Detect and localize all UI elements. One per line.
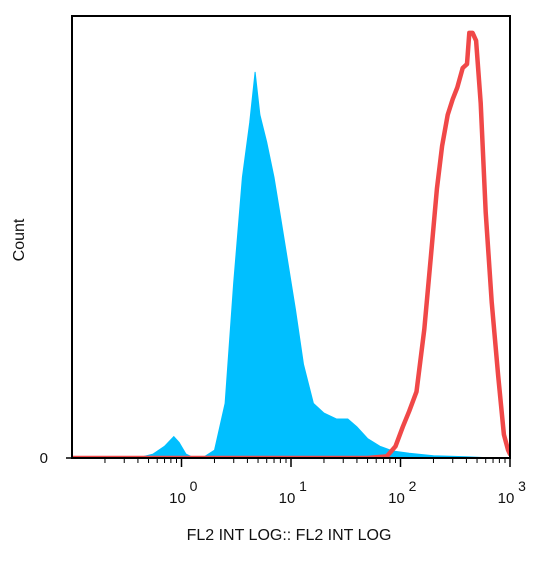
- x-tick-label-3: 10: [498, 490, 515, 507]
- x-tick-label-2: 10: [388, 490, 405, 507]
- series-0-area: [72, 71, 510, 458]
- x-tick-exponent-0: 0: [190, 478, 198, 494]
- x-axis-label: FL2 INT LOG:: FL2 INT LOG: [187, 527, 392, 544]
- y-axis-label: Count: [11, 218, 28, 261]
- series-1-line: [72, 30, 510, 458]
- x-tick-label-0: 10: [169, 490, 186, 507]
- series-layer: [72, 30, 510, 458]
- x-tick-exponent-1: 1: [299, 478, 307, 494]
- x-tick-label-1: 10: [279, 490, 296, 507]
- x-tick-exponent-3: 3: [518, 478, 526, 494]
- x-tick-exponent-2: 2: [409, 478, 417, 494]
- y-tick-label-0: 0: [40, 450, 48, 467]
